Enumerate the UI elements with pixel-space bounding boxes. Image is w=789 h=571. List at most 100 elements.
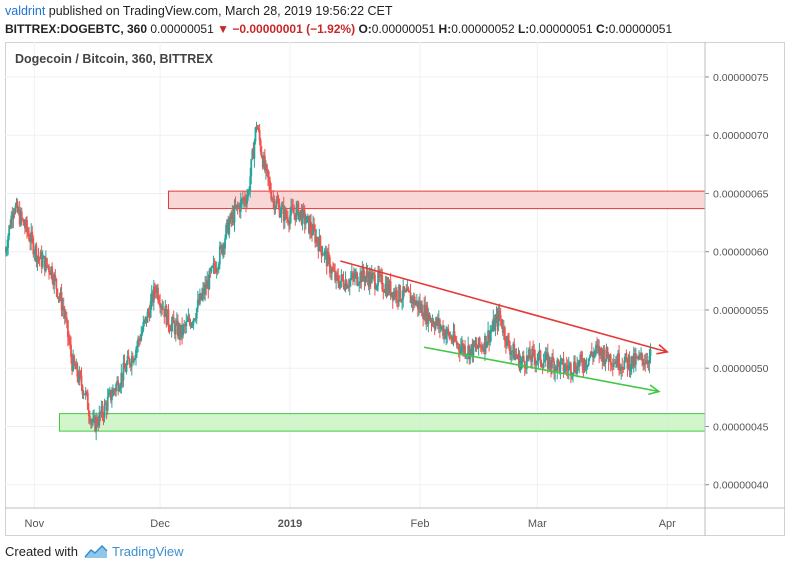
candle-up <box>348 280 351 287</box>
y-tick-label: 0.00000065 <box>713 188 769 200</box>
candle-down <box>577 362 580 368</box>
candle-up <box>231 212 234 220</box>
candle-down <box>424 304 427 322</box>
price-chart[interactable]: 0.00000075 0.00000070 0.00000065 0.00000060… <box>4 42 785 536</box>
candle-up <box>271 198 274 200</box>
candle-up <box>431 321 434 323</box>
support-trend-arrowhead <box>648 384 661 396</box>
candle-up <box>170 323 173 332</box>
candle-down <box>80 375 83 386</box>
candle-down <box>504 340 507 347</box>
candle-down <box>18 209 21 225</box>
candle-up <box>370 273 373 283</box>
candle-up <box>350 273 353 279</box>
candle-up <box>349 278 352 281</box>
candle-up <box>578 360 581 368</box>
candle-up <box>452 331 455 342</box>
candle-up <box>371 273 374 275</box>
candle-down <box>73 355 76 364</box>
author-link[interactable]: valdrint <box>5 4 46 18</box>
candle-up <box>217 264 220 270</box>
candle-up <box>394 290 397 298</box>
resistance-trend-arrowhead <box>656 344 670 355</box>
candle-down <box>444 330 447 339</box>
candle-down <box>86 392 89 410</box>
candle-down <box>557 359 560 363</box>
candle-up <box>59 292 62 298</box>
candle-down <box>181 324 183 336</box>
candle-down <box>580 354 583 359</box>
candle-up <box>251 149 254 160</box>
candle-up <box>130 355 133 367</box>
candle-up <box>8 225 11 236</box>
candle-down <box>552 356 554 362</box>
candle-up <box>401 299 404 302</box>
candle-up <box>376 285 378 289</box>
candle-down <box>104 403 107 405</box>
candle-up <box>141 330 144 334</box>
candle-up <box>183 325 186 327</box>
candle-down <box>291 206 294 209</box>
candle-up <box>323 250 326 256</box>
tradingview-brand[interactable]: TradingView <box>111 544 184 559</box>
candle-down <box>22 219 25 226</box>
candle-up <box>365 271 368 277</box>
candle-up <box>115 384 117 392</box>
candle-down <box>91 420 93 423</box>
candle-up <box>57 296 60 298</box>
candle-up <box>634 356 637 365</box>
candle-down <box>276 200 279 203</box>
candle-up <box>481 348 484 350</box>
candle-down <box>129 365 132 367</box>
candle-down <box>458 349 461 354</box>
candle-down <box>329 272 332 274</box>
candle-down <box>485 335 487 348</box>
candle-up <box>14 205 17 213</box>
candle-up <box>93 416 95 420</box>
candle-up <box>262 155 265 168</box>
candle-down <box>287 217 289 223</box>
candle-down <box>165 305 168 325</box>
candle-up <box>649 349 652 356</box>
candle-up <box>210 266 213 272</box>
candles <box>4 121 652 441</box>
candle-up <box>125 363 128 372</box>
candle-up <box>156 287 158 293</box>
candle-down <box>207 280 210 290</box>
candle-down <box>582 366 585 370</box>
candle-down <box>307 215 310 233</box>
candle-up <box>226 219 229 226</box>
candle-down <box>409 292 412 304</box>
x-tick-label: Apr <box>659 518 676 530</box>
candle-up <box>53 274 56 286</box>
candle-up <box>140 333 143 341</box>
candle-down <box>432 321 435 326</box>
candle-down <box>581 358 584 367</box>
candle-up <box>132 359 135 363</box>
candle-down <box>188 317 191 323</box>
chart-frame <box>5 42 785 536</box>
candle-down <box>387 282 390 293</box>
support-trend-line <box>424 346 660 393</box>
candle-up <box>344 280 347 290</box>
candle-down <box>478 337 481 346</box>
x-tick-label: Dec <box>150 518 170 530</box>
open-value: 0.00000051 <box>371 22 436 36</box>
candle-up <box>275 200 278 207</box>
candle-up <box>632 353 635 367</box>
candle-down <box>11 215 14 220</box>
candle-down <box>197 299 200 304</box>
candle-up <box>7 235 10 248</box>
candle-up <box>335 273 338 281</box>
candle-up <box>84 391 87 395</box>
candle-down <box>270 191 273 200</box>
candle-down <box>360 272 363 282</box>
candle-down <box>607 356 610 362</box>
candle-down <box>109 390 112 401</box>
candle-up <box>119 385 122 390</box>
chart-container[interactable]: 0.00000075 0.00000070 0.00000065 0.00000060… <box>4 42 785 536</box>
candle-up <box>112 389 114 397</box>
candle-down <box>245 201 247 204</box>
candle-up <box>472 341 475 357</box>
candle-up <box>624 353 627 361</box>
